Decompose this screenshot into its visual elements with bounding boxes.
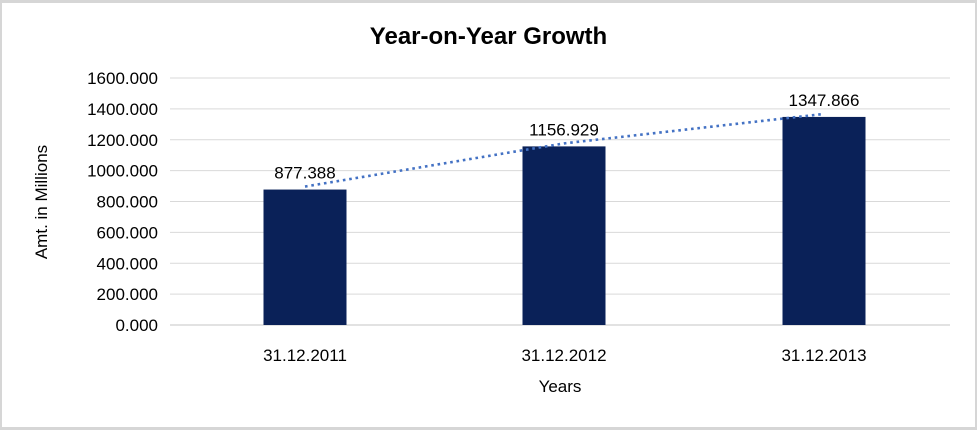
bar [782,116,866,325]
x-axis-title: Years [538,377,582,396]
bar [522,146,606,325]
y-tick-label: 1200.000 [87,131,158,150]
chart-title: Year-on-Year Growth [369,23,608,50]
y-axis-title: Amt. in Millions [32,144,51,260]
trendline [304,112,825,188]
x-tick-label: 31.12.2013 [781,346,866,365]
bar [263,189,347,325]
bar-value-label: 1156.929 [529,120,599,139]
x-tick-label: 31.12.2011 [263,346,347,365]
y-tick-label: 200.000 [97,285,158,304]
x-tick-label: 31.12.2012 [521,346,606,365]
y-tick-label: 600.000 [97,223,158,242]
bar-value-label: 877.388 [274,164,335,183]
y-tick-label: 1600.000 [87,69,158,88]
y-tick-label: 1000.000 [87,162,158,181]
y-tick-label: 0.000 [115,316,158,335]
bar-value-label: 1347.866 [789,91,860,110]
y-tick-label: 800.000 [97,193,158,212]
y-tick-label: 1400.000 [87,100,158,119]
bar-chart-plot: 0.000 200.000 400.000 600.000 800.000 1000.00… [87,69,950,365]
y-tick-label: 400.000 [97,254,158,273]
